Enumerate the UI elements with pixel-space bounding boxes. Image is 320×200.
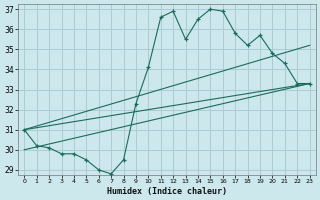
X-axis label: Humidex (Indice chaleur): Humidex (Indice chaleur) [107, 187, 227, 196]
